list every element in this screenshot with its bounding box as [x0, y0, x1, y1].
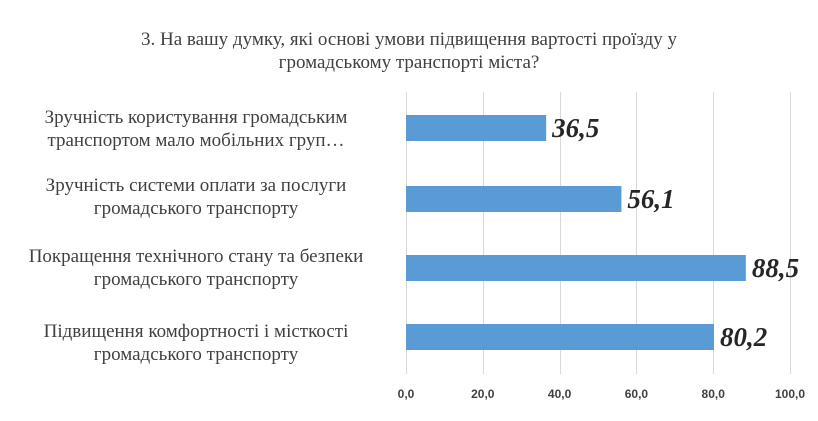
data-label-4: 80,2: [720, 322, 767, 352]
category-label-4: Підвищення комфортності і місткості гром…: [0, 320, 392, 366]
bar-1: [406, 115, 547, 141]
x-tick-label-3: 40,0: [548, 387, 572, 401]
category-label-3-line-2: громадського транспорту: [93, 269, 299, 290]
category-label-4-line-1: Підвищення комфортності і місткості: [43, 321, 349, 342]
bar-2: [406, 186, 622, 212]
data-label-2: 56,1: [627, 184, 674, 214]
x-tick-label-4: 60,0: [625, 387, 649, 401]
bar-4: [406, 324, 714, 350]
category-label-1-line-1: Зручність користування громадським: [44, 107, 348, 128]
category-label-2-line-1: Зручність системи оплати за послуги: [45, 175, 347, 196]
data-label-3: 88,5: [752, 253, 799, 283]
category-label-2-line-2: громадського транспорту: [93, 198, 299, 219]
category-label-3-line-1: Покращення технічного стану та безпеки: [28, 246, 364, 267]
category-label-3: Покращення технічного стану та безпеки г…: [0, 245, 392, 291]
chart-title-line-2: громадському транспорті міста?: [278, 52, 540, 73]
x-tick-label-1: 0,0: [398, 387, 415, 401]
data-label-1: 36,5: [551, 113, 599, 143]
category-label-1: Зручність користування громадським транс…: [0, 106, 392, 152]
chart-title-line-1: 3. На вашу думку, які основі умови підви…: [140, 29, 678, 50]
category-label-4-line-2: громадського транспорту: [93, 344, 299, 365]
bar-3: [406, 255, 746, 281]
chart-title: 3. На вашу думку, які основі умови підви…: [50, 28, 768, 74]
category-label-1-line-2: транспортом мало мобільних груп…: [47, 130, 345, 151]
x-tick-label-2: 20,0: [471, 387, 495, 401]
x-tick-label-6: 100,0: [775, 387, 805, 401]
x-tick-label-5: 80,0: [702, 387, 726, 401]
category-label-2: Зручність системи оплати за послуги гром…: [0, 174, 392, 220]
